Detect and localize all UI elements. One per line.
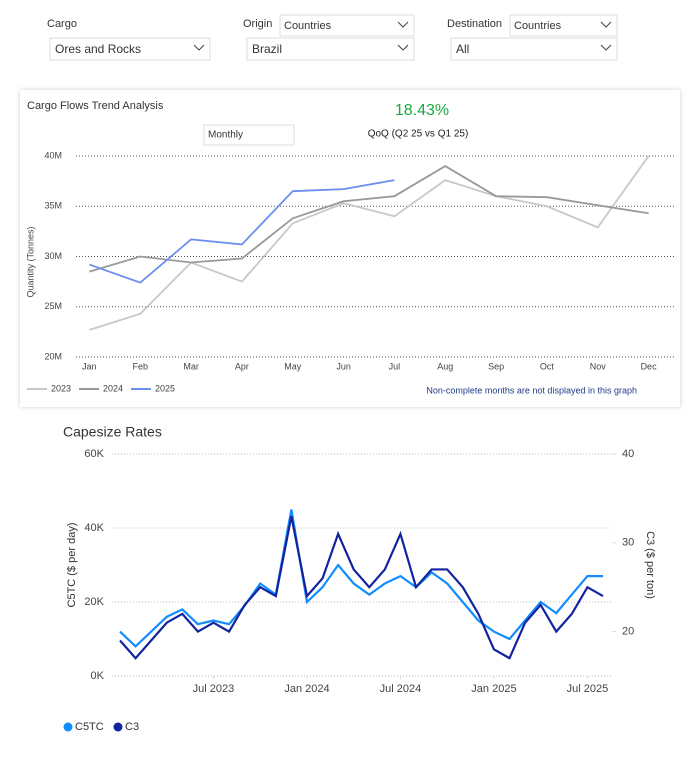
card [20,90,680,407]
x-tick-label: Sep [488,361,504,371]
x-tick-label: Jan 2025 [471,683,516,695]
x-tick-label: Dec [641,361,658,371]
legend-swatch [113,722,123,732]
series-line [89,179,395,284]
y2-axis-label: C3 ($ per ton) [644,531,656,599]
dropdown-value: Monthly [208,130,243,141]
series-line [89,165,649,273]
period-dropdown[interactable] [203,124,295,146]
x-tick-label: May [284,361,302,371]
filter-label: Origin [243,18,272,30]
y-tick-label: 40K [84,522,104,534]
y-tick-label: 20M [44,351,62,361]
filter-label: Cargo [47,18,77,30]
series-line [119,509,603,648]
legend-label: 2023 [51,383,71,393]
dropdown-value: Ores and Rocks [55,42,141,56]
legend-swatch [63,722,73,732]
x-tick-label: Mar [183,361,199,371]
filter-label: Destination [447,18,502,30]
dropdown-value: Countries [514,20,562,32]
dropdown-value: Countries [284,20,332,32]
x-tick-label: Jul 2025 [567,683,609,695]
x-tick-label: Jul [389,361,401,371]
chevron [397,21,409,28]
y-tick-label: 25M [44,301,62,311]
y-tick-label: 20K [84,596,104,608]
note: Non-complete months are not displayed in… [426,385,637,395]
dropdown-value: All [456,42,469,56]
y2-tick-label: 20 [622,626,634,638]
y2-tick-label: 30 [622,537,634,549]
legend-label: 2024 [103,383,123,393]
legend-label: 2025 [155,383,175,393]
dropdown-value: Brazil [252,42,282,56]
x-tick-label: Jan [82,361,97,371]
chevron [193,44,205,51]
x-tick-label: Jul 2023 [193,683,235,695]
chart-title: Cargo Flows Trend Analysis [27,100,164,112]
dropdown[interactable] [509,14,618,37]
dropdown[interactable] [279,14,415,37]
series-line [89,155,650,331]
y-axis-label: Quantity (Tonnes) [25,226,35,297]
legend-label: C3 [125,721,139,733]
y-tick-label: 40M [44,150,62,160]
y-tick-label: 60K [84,448,104,460]
x-tick-label: Apr [235,361,249,371]
y2-tick-label: 40 [622,448,634,460]
y-tick-label: 35M [44,201,62,211]
x-tick-label: Jun [336,361,351,371]
dropdown[interactable] [450,37,618,61]
y-tick-label: 0K [91,670,105,682]
chart-title: Capesize Rates [63,424,162,440]
chevron [600,21,612,28]
x-tick-label: Oct [540,361,555,371]
legend-label: C5TC [75,721,104,733]
series-line [119,515,604,660]
kpi: 18.43% [395,102,449,119]
x-tick-label: Jan 2024 [284,683,329,695]
x-tick-label: Nov [590,361,607,371]
dropdown[interactable] [49,37,211,61]
x-tick-label: Aug [437,361,453,371]
x-tick-label: Feb [132,361,148,371]
kpi-label: QoQ (Q2 25 vs Q1 25) [368,129,469,140]
y-tick-label: 30M [44,251,62,261]
chevron [397,44,409,51]
chevron [600,44,612,51]
y-axis-label: C5TC ($ per day) [66,523,78,608]
dropdown[interactable] [246,37,415,61]
x-tick-label: Jul 2024 [380,683,422,695]
